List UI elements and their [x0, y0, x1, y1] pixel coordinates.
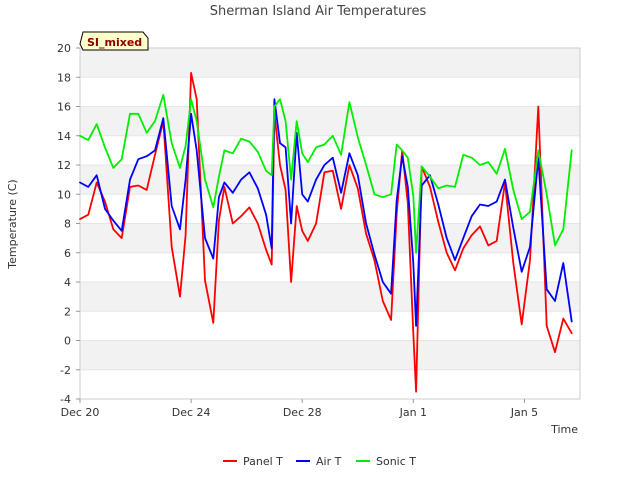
legend-label-air-t: Air T — [316, 455, 342, 468]
x-axis-ticks: Dec 20 Dec 24 Dec 28 Jan 1 Jan 5 — [61, 399, 538, 419]
y-tick-label--4: -4 — [60, 393, 71, 406]
series-line-sonic-t — [79, 93, 573, 254]
legend-label-panel-t: Panel T — [243, 455, 283, 468]
band-2 — [80, 282, 580, 312]
band-18 — [80, 48, 580, 78]
band-10 — [80, 165, 580, 195]
y-axis-title: Temperature (C) — [6, 179, 19, 269]
series-line-air-t — [79, 98, 573, 327]
y-tick-label-2: 2 — [64, 305, 71, 318]
y-tick-label-10: 10 — [57, 188, 71, 201]
site-label-badge: SI_mixed — [79, 31, 149, 51]
y-axis-ticks: -4 -2 0 2 4 6 8 10 12 14 16 18 20 — [57, 42, 80, 406]
x-tick-label-16: Jan 5 — [510, 406, 538, 419]
chart-title: Sherman Island Air Temperatures — [210, 4, 427, 19]
x-tick-label-8: Dec 28 — [283, 406, 322, 419]
y-tick-label-16: 16 — [57, 101, 71, 114]
x-tick-label-4: Dec 24 — [172, 406, 211, 419]
site-label-box — [79, 31, 149, 51]
band--2 — [80, 340, 580, 370]
y-tick-label-12: 12 — [57, 159, 71, 172]
legend-item-panel-t: Panel T — [223, 455, 283, 468]
y-tick-label--2: -2 — [60, 364, 71, 377]
x-axis-title: Time — [550, 423, 578, 436]
y-tick-label-20: 20 — [57, 42, 71, 55]
site-label-text: SI_mixed — [87, 36, 142, 49]
y-tick-label-18: 18 — [57, 71, 71, 84]
series-lines — [79, 72, 573, 393]
legend-label-sonic-t: Sonic T — [376, 455, 416, 468]
legend-item-air-t: Air T — [296, 455, 342, 468]
y-tick-label-8: 8 — [64, 218, 71, 231]
background-bands — [80, 48, 580, 370]
x-tick-label-12: Jan 1 — [399, 406, 427, 419]
series-line-panel-t — [79, 72, 573, 393]
band-6 — [80, 223, 580, 253]
y-tick-label-0: 0 — [64, 335, 71, 348]
y-tick-label-4: 4 — [64, 276, 71, 289]
legend-item-sonic-t: Sonic T — [356, 455, 416, 468]
y-tick-label-6: 6 — [64, 247, 71, 260]
y-tick-label-14: 14 — [57, 130, 71, 143]
legend: Panel T Air T Sonic T — [223, 455, 416, 468]
x-tick-label-0: Dec 20 — [61, 406, 100, 419]
